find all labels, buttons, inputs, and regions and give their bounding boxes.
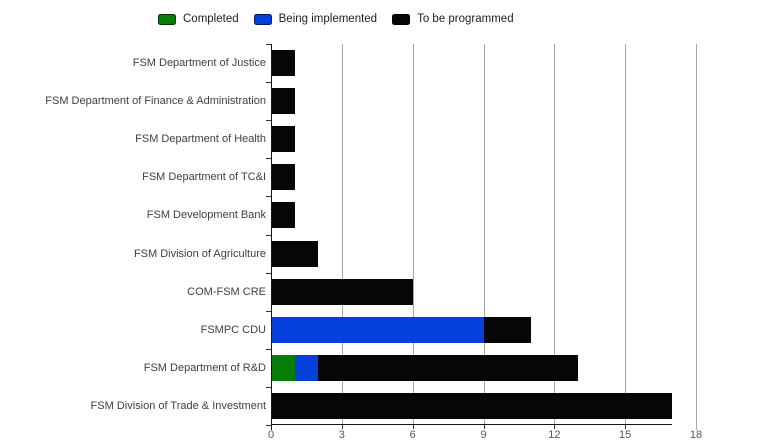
x-tick-label: 12	[548, 429, 561, 441]
bar-segment-to-be-programmed	[271, 126, 295, 153]
plot-area	[266, 44, 697, 430]
x-axis-tick	[341, 425, 343, 429]
gridline	[412, 44, 414, 425]
bar-row	[271, 311, 696, 349]
bar-segment-to-be-programmed	[271, 278, 413, 305]
gridline	[625, 44, 627, 425]
category-label: FSM Department of Justice	[132, 57, 266, 70]
bar-row	[271, 273, 696, 311]
x-axis-tick	[554, 425, 556, 429]
y-axis-line	[271, 44, 272, 430]
bar-segment-to-be-programmed	[318, 354, 578, 381]
category-label: FSM Development Bank	[146, 209, 266, 222]
legend-item: Completed	[158, 13, 239, 25]
bar	[271, 392, 696, 419]
category-label: COM-FSM CRE	[187, 285, 266, 298]
x-axis-tick	[483, 425, 485, 429]
bar-row	[271, 82, 696, 120]
y-axis-tick	[266, 386, 271, 388]
bar-segment-to-be-programmed	[271, 240, 319, 267]
bar-segment-to-be-programmed	[271, 202, 295, 229]
category-label: FSM Department of TC&I	[142, 171, 266, 184]
bar-segment-to-be-programmed	[271, 50, 295, 76]
bar	[271, 316, 696, 343]
x-axis-tick	[412, 425, 414, 429]
y-axis-tick	[266, 120, 271, 122]
category-axis-labels: FSM Department of Justice FSM Department …	[0, 44, 266, 425]
value-axis-labels: 0 3 6 9 12 15 18	[267, 429, 702, 445]
bar-row	[271, 387, 696, 425]
y-axis-tick	[266, 272, 271, 274]
gridline	[483, 44, 485, 425]
bar-row	[271, 196, 696, 234]
bar-row	[271, 158, 696, 196]
legend-label: Completed	[183, 13, 239, 25]
bar	[271, 164, 696, 191]
y-axis-tick	[266, 82, 271, 84]
legend-item: Being implemented	[253, 13, 378, 25]
x-axis-line	[271, 424, 673, 425]
bar	[271, 354, 696, 381]
bar-row	[271, 120, 696, 158]
category-label: FSMPC CDU	[200, 323, 266, 336]
legend-label: To be programmed	[417, 13, 514, 25]
x-axis-tick	[625, 425, 627, 429]
bar-segment-to-be-programmed	[271, 392, 673, 419]
category-label: FSM Department of Health	[135, 133, 266, 146]
y-axis-tick	[266, 196, 271, 198]
y-axis-tick	[266, 44, 271, 45]
x-tick-label: 15	[619, 429, 632, 441]
bar	[271, 202, 696, 229]
bar	[271, 88, 696, 115]
bar-segment-being-implemented	[271, 316, 484, 343]
bar-segment-completed	[271, 354, 295, 381]
bar	[271, 50, 696, 76]
y-axis-tick	[266, 234, 271, 236]
gridline	[554, 44, 556, 425]
category-label: FSM Division of Agriculture	[133, 247, 266, 260]
category-label: FSM Department of Finance & Administrati…	[45, 95, 266, 108]
legend-swatch-icon	[253, 13, 272, 25]
legend-item: To be programmed	[392, 13, 514, 25]
bar-segment-to-be-programmed	[271, 88, 295, 115]
y-axis-tick	[266, 158, 271, 160]
bar	[271, 240, 696, 267]
bar-row	[271, 44, 696, 82]
x-tick-label: 0	[267, 429, 275, 441]
bar-row	[271, 235, 696, 273]
bar-segment-to-be-programmed	[483, 316, 531, 343]
legend-swatch-icon	[392, 13, 411, 25]
chart-legend: Completed Being implemented To be programm…	[158, 9, 514, 29]
y-axis-tick	[266, 310, 271, 312]
legend-label: Being implemented	[278, 13, 378, 25]
x-tick-label: 3	[338, 429, 345, 441]
x-tick-label: 18	[689, 429, 703, 441]
y-axis-tick	[266, 348, 271, 350]
category-label: FSM Department of R&D	[143, 361, 266, 374]
legend-swatch-icon	[158, 13, 176, 25]
category-label: FSM Division of Trade & Investment	[90, 399, 266, 412]
x-tick-label: 9	[480, 429, 487, 441]
bar-segment-being-implemented	[294, 354, 319, 381]
y-axis-tick	[266, 425, 271, 426]
bar	[271, 278, 696, 305]
bar-segment-to-be-programmed	[271, 164, 295, 191]
bar	[271, 126, 696, 153]
gridline	[696, 44, 697, 430]
x-tick-label: 6	[409, 429, 416, 441]
bar-row	[271, 349, 696, 387]
gridline	[341, 44, 343, 425]
